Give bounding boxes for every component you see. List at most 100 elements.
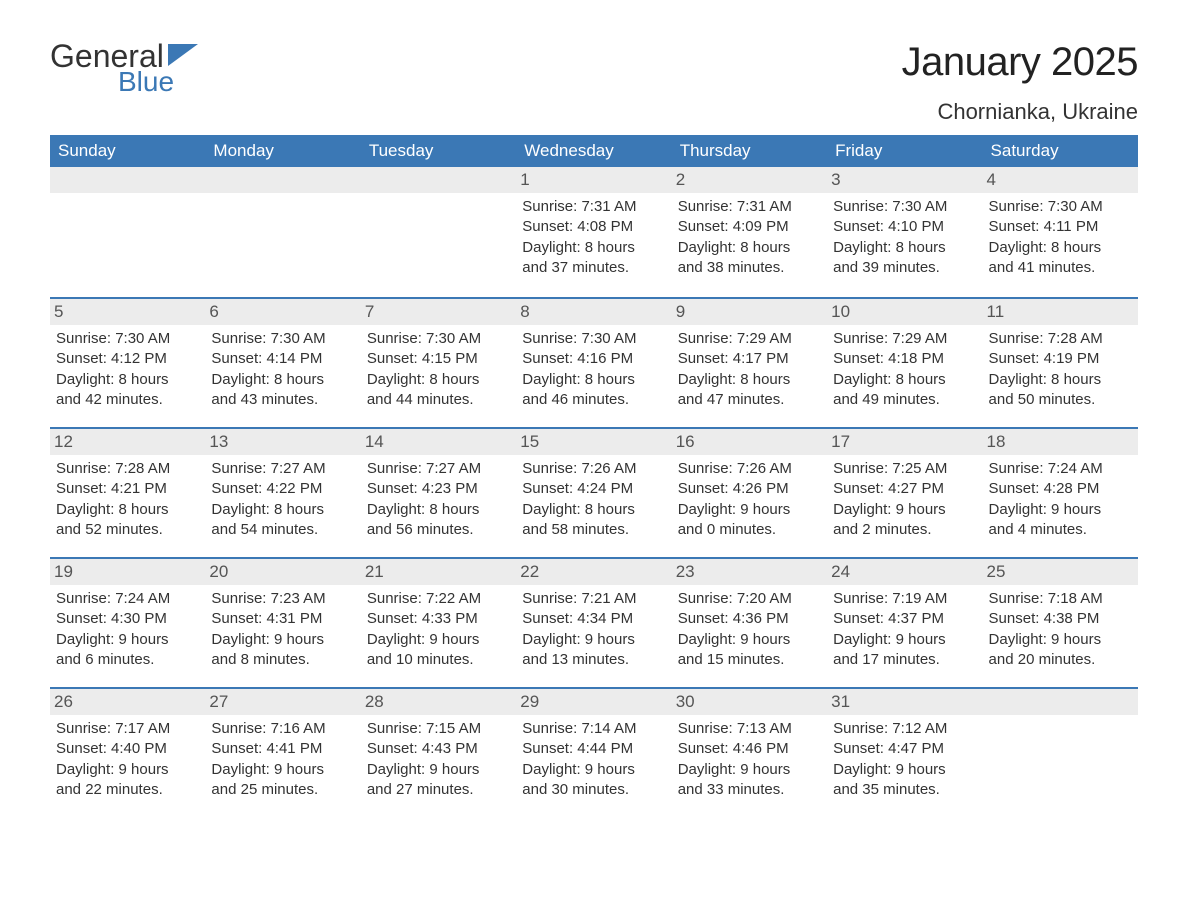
- day-cell: 30Sunrise: 7:13 AMSunset: 4:46 PMDayligh…: [672, 689, 827, 817]
- day-details: Sunrise: 7:20 AMSunset: 4:36 PMDaylight:…: [678, 589, 821, 670]
- daylight1-text: Daylight: 8 hours: [56, 370, 199, 390]
- day-cell: 8Sunrise: 7:30 AMSunset: 4:16 PMDaylight…: [516, 299, 671, 427]
- day-number: 2: [672, 167, 827, 193]
- daylight1-text: Daylight: 9 hours: [367, 760, 510, 780]
- sunset-text: Sunset: 4:34 PM: [522, 609, 665, 629]
- day-number: [205, 167, 360, 193]
- sunrise-text: Sunrise: 7:17 AM: [56, 719, 199, 739]
- daylight2-text: and 27 minutes.: [367, 780, 510, 800]
- weeks-container: 1Sunrise: 7:31 AMSunset: 4:08 PMDaylight…: [50, 167, 1138, 817]
- daylight1-text: Daylight: 8 hours: [56, 500, 199, 520]
- day-number: 25: [983, 559, 1138, 585]
- day-details: Sunrise: 7:22 AMSunset: 4:33 PMDaylight:…: [367, 589, 510, 670]
- day-number: 26: [50, 689, 205, 715]
- daylight1-text: Daylight: 8 hours: [989, 238, 1132, 258]
- day-number: 9: [672, 299, 827, 325]
- sunrise-text: Sunrise: 7:30 AM: [56, 329, 199, 349]
- day-details: Sunrise: 7:16 AMSunset: 4:41 PMDaylight:…: [211, 719, 354, 800]
- day-cell: 14 Sunrise: 7:27 AMSunset: 4:23 PMDayligh…: [361, 429, 516, 557]
- sunset-text: Sunset: 4:14 PM: [211, 349, 354, 369]
- daylight1-text: Daylight: 8 hours: [833, 238, 976, 258]
- day-number: 14: [361, 429, 516, 455]
- sunset-text: Sunset: 4:24 PM: [522, 479, 665, 499]
- day-details: Sunrise: 7:30 AMSunset: 4:11 PMDaylight:…: [989, 197, 1132, 278]
- daylight1-text: Daylight: 9 hours: [678, 630, 821, 650]
- day-cell: 21Sunrise: 7:22 AMSunset: 4:33 PMDayligh…: [361, 559, 516, 687]
- daylight2-text: and 56 minutes.: [367, 520, 510, 540]
- day-cell: 27 Sunrise: 7:16 AMSunset: 4:41 PMDayligh…: [205, 689, 360, 817]
- sunset-text: Sunset: 4:47 PM: [833, 739, 976, 759]
- day-cell: 11Sunrise: 7:28 AMSunset: 4:19 PMDayligh…: [983, 299, 1138, 427]
- sunset-text: Sunset: 4:26 PM: [678, 479, 821, 499]
- day-cell: 20Sunrise: 7:23 AMSunset: 4:31 PMDayligh…: [205, 559, 360, 687]
- daylight2-text: and 43 minutes.: [211, 390, 354, 410]
- sunset-text: Sunset: 4:09 PM: [678, 217, 821, 237]
- day-cell: 19Sunrise: 7:24 AMSunset: 4:30 PMDayligh…: [50, 559, 205, 687]
- day-details: Sunrise: 7:30 AMSunset: 4:14 PMDaylight:…: [211, 329, 354, 410]
- day-number: [983, 689, 1138, 715]
- daylight2-text: and 4 minutes.: [989, 520, 1132, 540]
- day-details: Sunrise: 7:31 AMSunset: 4:09 PMDaylight:…: [678, 197, 821, 278]
- sunset-text: Sunset: 4:11 PM: [989, 217, 1132, 237]
- daylight1-text: Daylight: 8 hours: [522, 238, 665, 258]
- month-title: January 2025: [902, 40, 1138, 85]
- day-cell: 12Sunrise: 7:28 AMSunset: 4:21 PMDayligh…: [50, 429, 205, 557]
- sunrise-text: Sunrise: 7:25 AM: [833, 459, 976, 479]
- day-number: 20: [205, 559, 360, 585]
- day-cell: 3Sunrise: 7:30 AMSunset: 4:10 PMDaylight…: [827, 167, 982, 297]
- day-cell: 4Sunrise: 7:30 AMSunset: 4:11 PMDaylight…: [983, 167, 1138, 297]
- location: Chornianka, Ukraine: [902, 99, 1138, 125]
- day-details: Sunrise: 7:27 AMSunset: 4:23 PMDaylight:…: [367, 459, 510, 540]
- day-number: [50, 167, 205, 193]
- day-details: Sunrise: 7:12 AMSunset: 4:47 PMDaylight:…: [833, 719, 976, 800]
- sunrise-text: Sunrise: 7:30 AM: [367, 329, 510, 349]
- dow-monday: Monday: [205, 135, 360, 167]
- sunset-text: Sunset: 4:46 PM: [678, 739, 821, 759]
- sunset-text: Sunset: 4:44 PM: [522, 739, 665, 759]
- day-cell: 18Sunrise: 7:24 AMSunset: 4:28 PMDayligh…: [983, 429, 1138, 557]
- day-details: Sunrise: 7:30 AMSunset: 4:15 PMDaylight:…: [367, 329, 510, 410]
- sunset-text: Sunset: 4:16 PM: [522, 349, 665, 369]
- sunrise-text: Sunrise: 7:28 AM: [56, 459, 199, 479]
- daylight1-text: Daylight: 8 hours: [522, 500, 665, 520]
- day-details: Sunrise: 7:18 AMSunset: 4:38 PMDaylight:…: [989, 589, 1132, 670]
- day-cell: 16Sunrise: 7:26 AMSunset: 4:26 PMDayligh…: [672, 429, 827, 557]
- sunrise-text: Sunrise: 7:30 AM: [989, 197, 1132, 217]
- sunrise-text: Sunrise: 7:29 AM: [678, 329, 821, 349]
- day-details: Sunrise: 7:15 AMSunset: 4:43 PMDaylight:…: [367, 719, 510, 800]
- daylight1-text: Daylight: 9 hours: [522, 630, 665, 650]
- dow-tuesday: Tuesday: [361, 135, 516, 167]
- daylight2-text: and 35 minutes.: [833, 780, 976, 800]
- sunrise-text: Sunrise: 7:30 AM: [522, 329, 665, 349]
- day-number: 15: [516, 429, 671, 455]
- dow-thursday: Thursday: [672, 135, 827, 167]
- day-details: Sunrise: 7:30 AMSunset: 4:12 PMDaylight:…: [56, 329, 199, 410]
- week-row: 26Sunrise: 7:17 AMSunset: 4:40 PMDayligh…: [50, 687, 1138, 817]
- logo-triangle-icon: [168, 44, 198, 66]
- sunset-text: Sunset: 4:38 PM: [989, 609, 1132, 629]
- day-number: 6: [205, 299, 360, 325]
- daylight1-text: Daylight: 9 hours: [678, 500, 821, 520]
- daylight1-text: Daylight: 9 hours: [56, 630, 199, 650]
- daylight2-text: and 10 minutes.: [367, 650, 510, 670]
- day-cell: [361, 167, 516, 297]
- title-block: January 2025 Chornianka, Ukraine: [902, 40, 1138, 125]
- day-number: 31: [827, 689, 982, 715]
- daylight1-text: Daylight: 9 hours: [56, 760, 199, 780]
- daylight2-text: and 33 minutes.: [678, 780, 821, 800]
- sunset-text: Sunset: 4:31 PM: [211, 609, 354, 629]
- daylight1-text: Daylight: 9 hours: [833, 500, 976, 520]
- daylight2-text: and 2 minutes.: [833, 520, 976, 540]
- sunset-text: Sunset: 4:12 PM: [56, 349, 199, 369]
- day-number: 3: [827, 167, 982, 193]
- sunset-text: Sunset: 4:22 PM: [211, 479, 354, 499]
- daylight2-text: and 58 minutes.: [522, 520, 665, 540]
- calendar: Sunday Monday Tuesday Wednesday Thursday…: [50, 135, 1138, 817]
- daylight2-text: and 46 minutes.: [522, 390, 665, 410]
- daylight1-text: Daylight: 8 hours: [211, 500, 354, 520]
- day-number: 7: [361, 299, 516, 325]
- dow-saturday: Saturday: [983, 135, 1138, 167]
- logo-word2: Blue: [118, 66, 198, 98]
- day-number: 27: [205, 689, 360, 715]
- daylight2-text: and 37 minutes.: [522, 258, 665, 278]
